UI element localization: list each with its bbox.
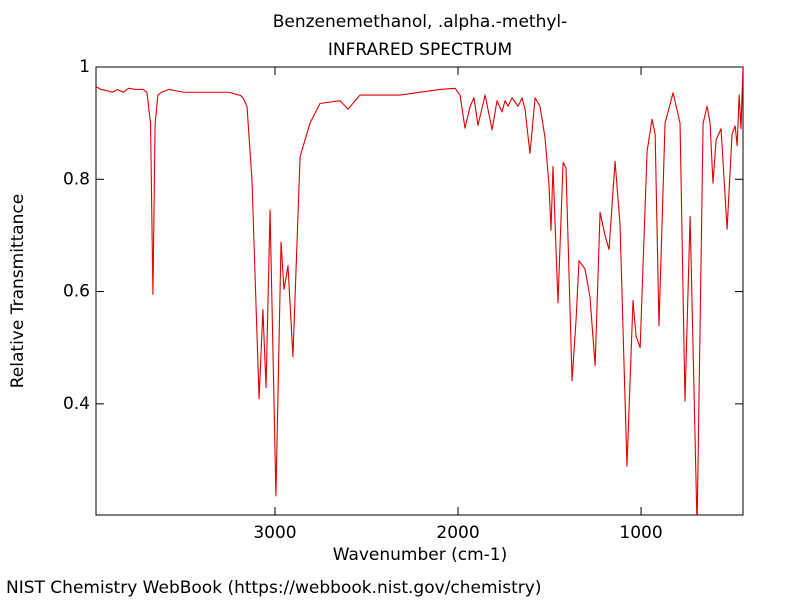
y-tick-label: 1 <box>79 57 90 77</box>
y-tick-label: 0.8 <box>63 169 90 189</box>
plot-frame <box>95 66 744 516</box>
y-axis-label: Relative Transmittance <box>8 194 28 389</box>
y-tick-label: 0.4 <box>63 394 90 414</box>
y-tick-label: 0.6 <box>63 282 90 302</box>
chart-title: Benzenemethanol, .alpha.-methyl- <box>273 12 568 32</box>
x-tick-label: 3000 <box>253 523 296 543</box>
x-axis-label: Wavenumber (cm-1) <box>333 545 508 565</box>
chart-subtitle: INFRARED SPECTRUM <box>328 40 512 60</box>
x-tick-label: 1000 <box>619 523 662 543</box>
source-note: NIST Chemistry WebBook (https://webbook.… <box>6 578 541 598</box>
x-tick-label: 2000 <box>436 523 479 543</box>
spectrum-line <box>96 67 743 515</box>
